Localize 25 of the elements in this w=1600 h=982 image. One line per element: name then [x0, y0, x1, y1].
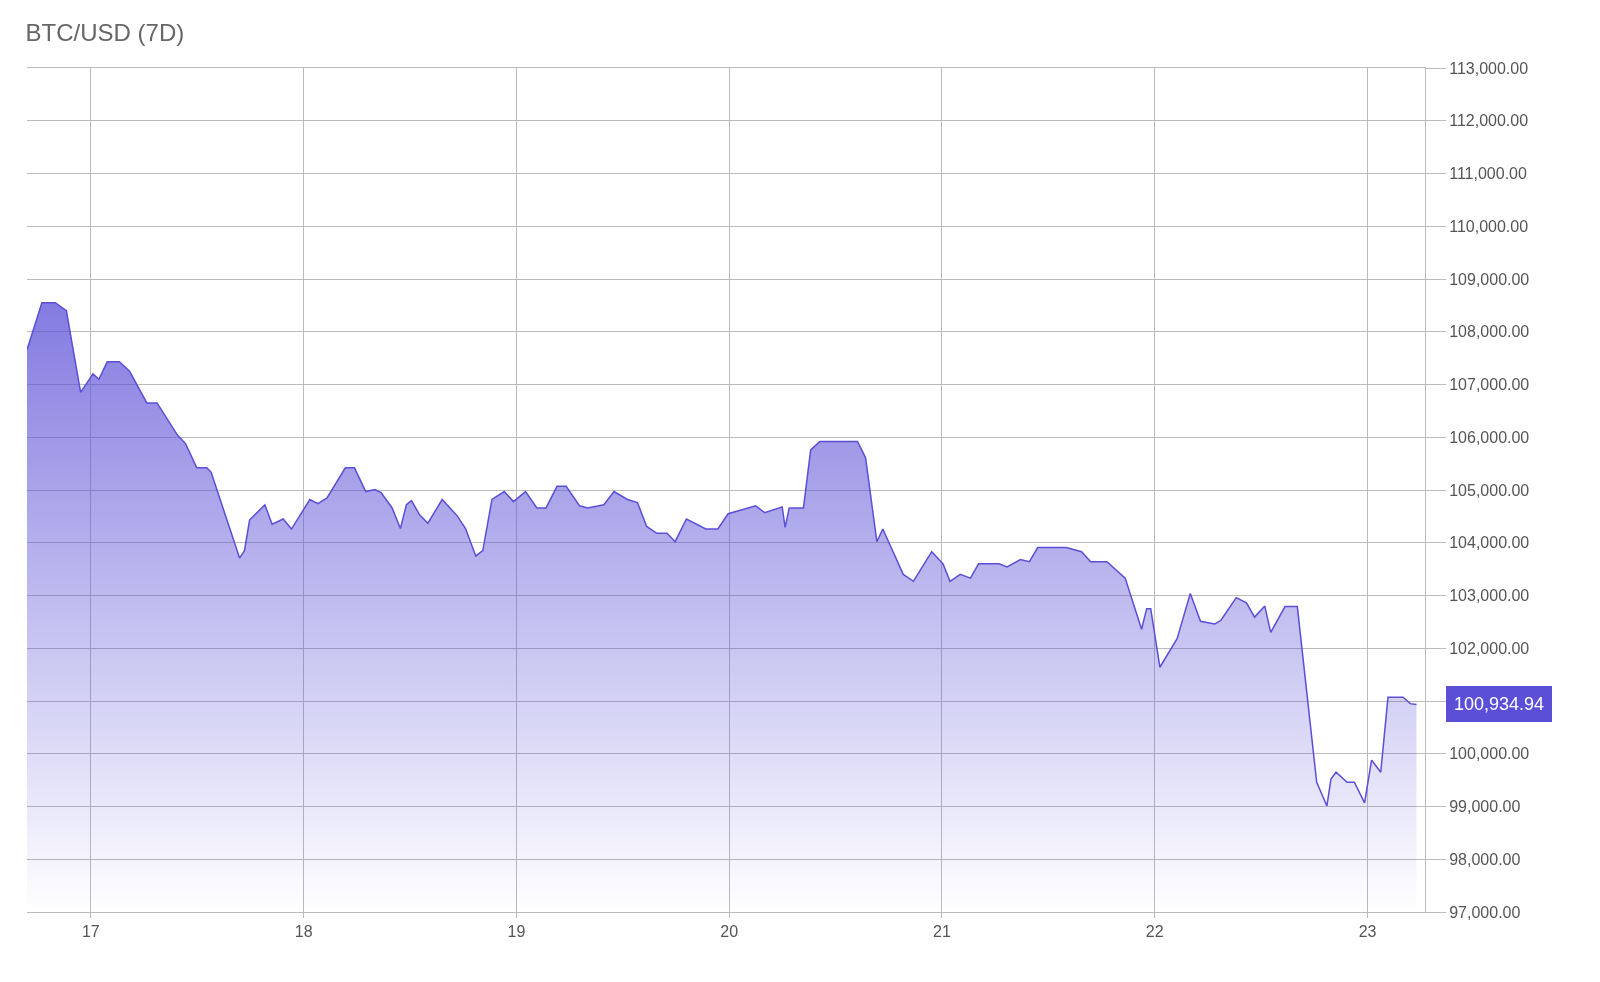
y-tick-label: 99,000.00: [1449, 798, 1521, 816]
y-tick-label: 106,000.00: [1449, 428, 1530, 446]
x-tick-label: 23: [1358, 923, 1377, 941]
y-tick-label: 102,000.00: [1449, 639, 1530, 657]
y-tick-label: 108,000.00: [1449, 323, 1530, 341]
annotation: 100,934.94: [1454, 694, 1545, 714]
x-tick-label: 22: [1145, 923, 1164, 941]
chart-title: BTC/USD (7D): [25, 19, 185, 47]
y-tick-label: 111,000.00: [1449, 165, 1527, 183]
y-tick-label: 109,000.00: [1449, 270, 1530, 288]
y-tick-label: 112,000.00: [1449, 112, 1529, 130]
y-tick-label: 110,000.00: [1449, 217, 1529, 235]
x-tick-label: 18: [294, 923, 313, 941]
x-tick-label: 19: [507, 923, 526, 941]
y-tick-label: 103,000.00: [1449, 587, 1530, 605]
x-tick-label: 17: [81, 923, 100, 941]
y-tick-label: 113,000.00: [1449, 59, 1529, 77]
x-tick-label: 21: [933, 923, 951, 941]
y-tick-label: 105,000.00: [1449, 481, 1530, 499]
x-tick-label: 20: [720, 923, 739, 941]
y-tick-label: 97,000.00: [1449, 903, 1521, 921]
y-tick-label: 107,000.00: [1449, 376, 1530, 394]
y-tick-label: 100,000.00: [1449, 745, 1530, 763]
y-tick-label: 98,000.00: [1449, 850, 1521, 868]
y-tick-label: 104,000.00: [1449, 534, 1530, 552]
